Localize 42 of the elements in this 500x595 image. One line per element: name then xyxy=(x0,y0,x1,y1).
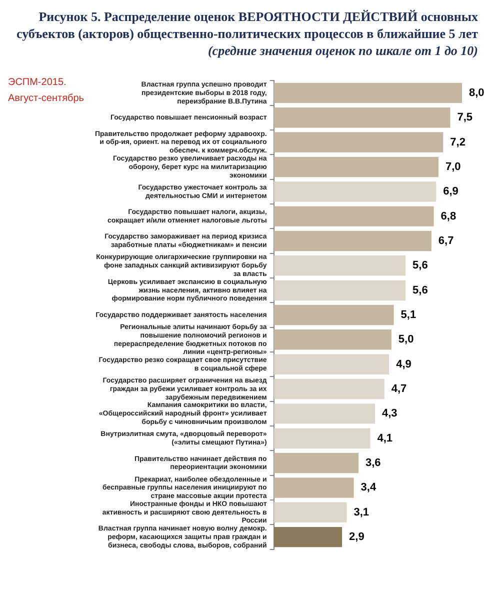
bar xyxy=(274,132,444,152)
bar xyxy=(274,206,434,226)
data-label: 6,7 xyxy=(438,235,454,248)
bar xyxy=(274,107,450,128)
data-label: 4,7 xyxy=(391,383,407,396)
bar xyxy=(274,156,438,178)
bar xyxy=(274,452,358,474)
data-label: 4,9 xyxy=(396,358,412,370)
bar xyxy=(274,280,406,300)
data-label: 5,0 xyxy=(398,334,414,346)
chart-title: Рисунок 5. Распределение оценок ВЕРОЯТНОСТИ ДЕЙСТВИЙ основных субъектов (акторов) общественно-политических процессов в ближайшие 5 лет xyxy=(16,9,478,41)
data-label: 6,9 xyxy=(443,186,458,198)
data-label: 7,0 xyxy=(445,160,461,173)
bar xyxy=(274,404,375,424)
bar xyxy=(274,502,347,523)
text: Август-сентябрь xyxy=(8,92,86,106)
data-label: 4,3 xyxy=(382,408,398,420)
data-label: 7,5 xyxy=(457,112,473,124)
data-label: 6,8 xyxy=(440,210,456,222)
bar xyxy=(274,478,354,498)
bar xyxy=(274,230,432,252)
bar xyxy=(274,304,394,326)
bar xyxy=(274,354,390,374)
bar xyxy=(274,256,406,276)
data-label: 5,1 xyxy=(400,309,416,322)
data-label: 4,1 xyxy=(377,432,393,444)
bar xyxy=(274,330,392,350)
text: ЭСПМ-2015. xyxy=(8,76,68,90)
bar xyxy=(274,526,342,548)
data-label: 3,6 xyxy=(365,457,381,470)
data-label: 8,0 xyxy=(469,86,484,99)
data-label: 5,6 xyxy=(412,284,428,296)
bar xyxy=(274,182,436,202)
chart-subtitle: (средние значения оценок по шкале от 1 до 10) xyxy=(208,43,478,58)
data-label: 7,2 xyxy=(450,136,466,148)
data-label: 3,4 xyxy=(360,482,377,494)
bar xyxy=(274,428,370,448)
data-label: 5,6 xyxy=(412,260,428,272)
bar xyxy=(274,378,384,400)
bar xyxy=(274,82,462,104)
data-label: 3,1 xyxy=(354,506,370,518)
data-label: 2,9 xyxy=(349,531,364,544)
